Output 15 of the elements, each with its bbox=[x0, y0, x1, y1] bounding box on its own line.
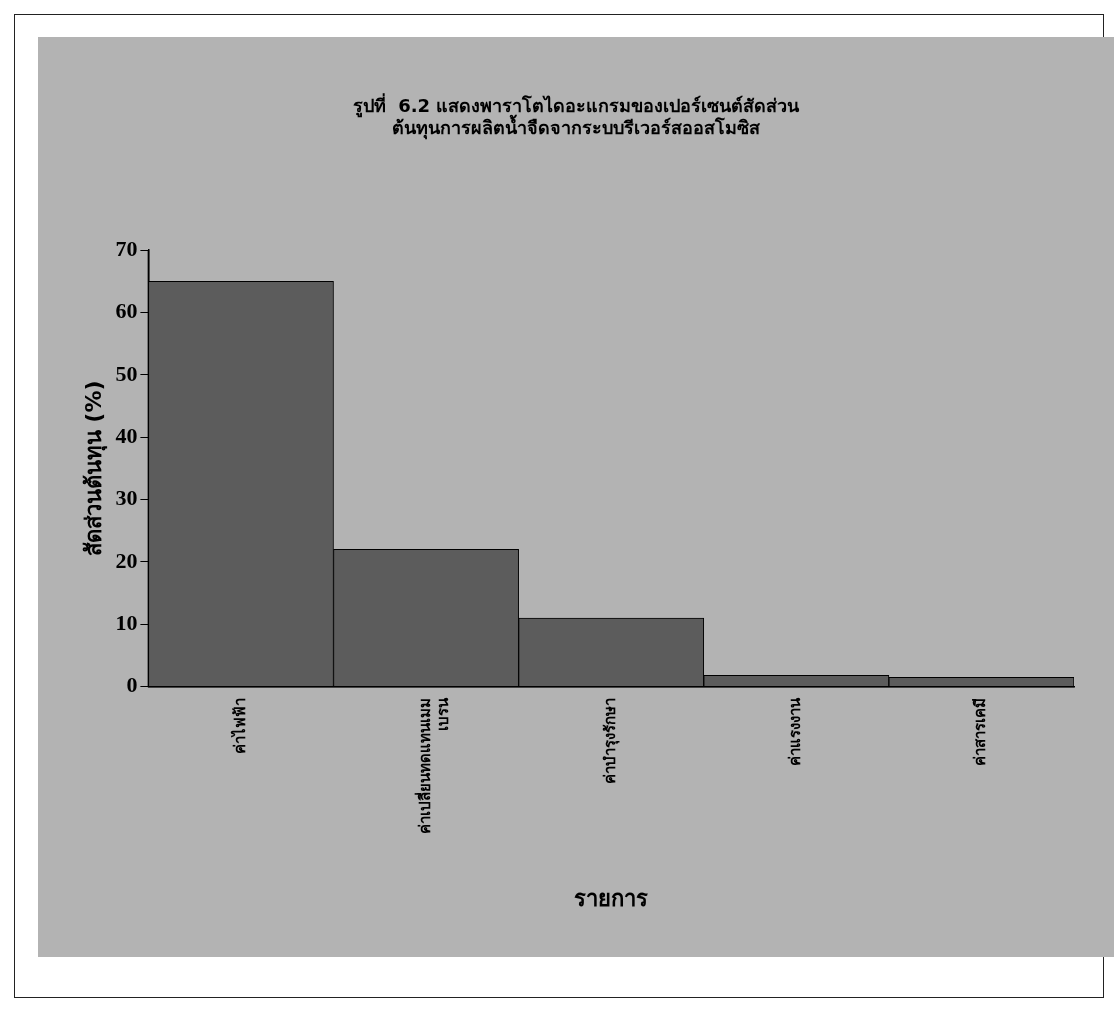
y-tick-label: 50 bbox=[115, 360, 138, 386]
y-tick-label: 40 bbox=[115, 422, 138, 448]
x-axis-title: รายการ bbox=[574, 885, 649, 911]
y-tick-label: 20 bbox=[115, 547, 138, 573]
y-tick-label: 0 bbox=[126, 672, 138, 698]
y-tick-label: 10 bbox=[115, 609, 138, 635]
y-axis-title: สัดส่วนต้นทุน (%) bbox=[80, 380, 108, 557]
x-tick-label: ค่าเปลี่ยนทดแทนเมมเบรน bbox=[413, 696, 452, 834]
x-tick-label: ค่าแรงงาน bbox=[786, 696, 805, 766]
x-tick-label: ค่าไฟฟ้า bbox=[229, 697, 249, 754]
y-tick-label: 70 bbox=[115, 235, 138, 261]
y-tick-label: 30 bbox=[115, 485, 138, 511]
y-tick-label: 60 bbox=[115, 298, 138, 324]
x-tick-label: ค่าบำรุงรักษา bbox=[601, 697, 621, 784]
x-tick-label: ค่าสารเคมี bbox=[971, 697, 990, 766]
